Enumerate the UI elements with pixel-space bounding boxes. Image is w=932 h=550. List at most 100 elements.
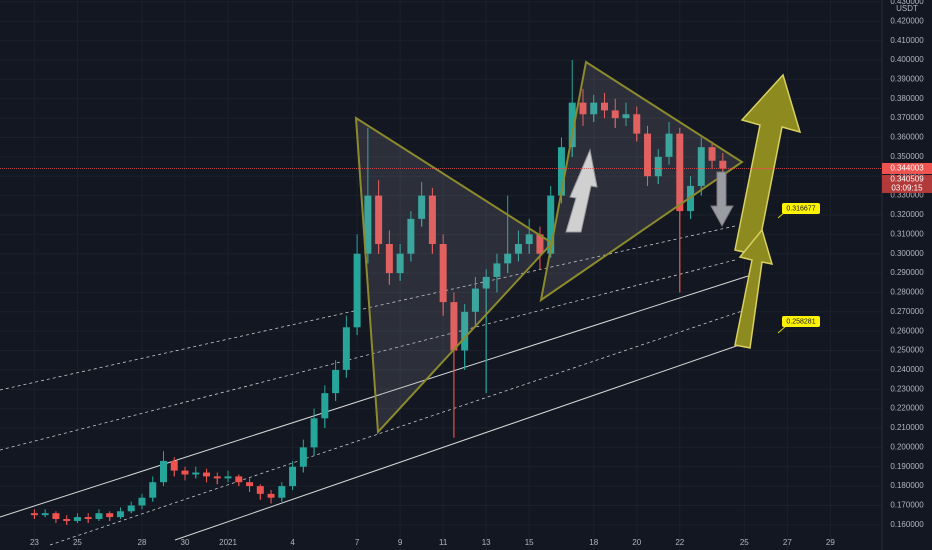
y-tick-label: 0.360000 bbox=[890, 133, 924, 142]
price-tag-label: 03:09:15 bbox=[891, 184, 923, 193]
candle-body bbox=[299, 447, 307, 467]
y-tick-label: 0.240000 bbox=[890, 365, 924, 374]
note-label: 0.258281 bbox=[786, 318, 815, 325]
arrow-down bbox=[710, 171, 734, 228]
x-tick-label: 18 bbox=[589, 538, 598, 547]
candle-body bbox=[471, 288, 479, 312]
candle-body bbox=[514, 244, 522, 254]
candle-body bbox=[235, 476, 243, 483]
candles bbox=[30, 60, 727, 525]
candle-body bbox=[504, 253, 512, 264]
y-tick-label: 0.270000 bbox=[890, 307, 924, 316]
x-tick-label: 30 bbox=[181, 538, 190, 547]
x-tick-label: 7 bbox=[355, 538, 360, 547]
y-tick-label: 0.380000 bbox=[890, 94, 924, 103]
x-tick-label: 25 bbox=[73, 538, 82, 547]
y-tick-label: 0.200000 bbox=[890, 442, 924, 451]
candle-body bbox=[181, 470, 189, 475]
candle-body bbox=[676, 133, 684, 212]
candle-body bbox=[536, 234, 544, 254]
candle-body bbox=[127, 505, 135, 512]
candle-body bbox=[439, 244, 447, 303]
candle-body bbox=[525, 234, 533, 245]
x-tick-label: 25 bbox=[740, 538, 749, 547]
candle-body bbox=[30, 513, 38, 516]
triangle bbox=[354, 116, 554, 435]
candle-body bbox=[84, 517, 92, 520]
price-tag bbox=[882, 174, 932, 184]
x-tick-label: 28 bbox=[138, 538, 147, 547]
candle-body bbox=[633, 114, 641, 134]
y-tick-label: 0.160000 bbox=[890, 520, 924, 529]
note-box bbox=[782, 316, 820, 327]
y-tick-label: 0.230000 bbox=[890, 384, 924, 393]
x-tick-label: 15 bbox=[525, 538, 534, 547]
drawings bbox=[0, 225, 749, 546]
candle-body bbox=[450, 302, 458, 351]
candle-body bbox=[644, 133, 652, 177]
candle-body bbox=[364, 195, 372, 254]
y-tick-label: 0.190000 bbox=[890, 462, 924, 471]
channel-line bbox=[174, 342, 746, 541]
candle-body bbox=[224, 476, 232, 479]
candle-body bbox=[654, 156, 662, 177]
note-pointer bbox=[777, 325, 787, 334]
candle-body bbox=[52, 513, 60, 520]
y-tick-label: 0.420000 bbox=[890, 16, 924, 25]
candle-body bbox=[428, 195, 436, 245]
candle-body bbox=[590, 102, 598, 115]
candle-body bbox=[342, 327, 350, 370]
price-axis: USDT 0.160000 0.170000 0.180000 0.190000 0.2… bbox=[882, 0, 932, 529]
y-tick-label: 0.370000 bbox=[890, 113, 924, 122]
y-tick-label: 0.210000 bbox=[890, 423, 924, 432]
candle-body bbox=[611, 110, 619, 119]
x-tick-label: 11 bbox=[439, 538, 448, 547]
price-tag bbox=[882, 162, 932, 174]
note-label: 0.316677 bbox=[786, 205, 815, 212]
candle-body bbox=[353, 253, 361, 328]
price-tag-label: 0.340509 bbox=[890, 175, 924, 184]
channel-line bbox=[49, 309, 746, 546]
x-tick-label: 20 bbox=[632, 538, 641, 547]
currency-label: USDT bbox=[896, 4, 918, 13]
candle-body bbox=[321, 393, 329, 419]
candle-body bbox=[579, 102, 587, 115]
candle-body bbox=[63, 519, 71, 521]
candle-body bbox=[719, 160, 727, 169]
candle-body bbox=[407, 218, 415, 254]
candle-body bbox=[547, 195, 555, 254]
candle-body bbox=[461, 311, 469, 351]
x-tick-label: 22 bbox=[675, 538, 684, 547]
candle-body bbox=[106, 513, 114, 518]
candle-body bbox=[332, 369, 340, 394]
candle-body bbox=[697, 147, 705, 186]
candle-body bbox=[159, 460, 167, 483]
candle-body bbox=[375, 195, 383, 245]
x-tick-label: 4 bbox=[290, 538, 295, 547]
candle-body bbox=[385, 244, 393, 274]
price-tag-label: 0.344003 bbox=[890, 164, 924, 173]
candle-body bbox=[482, 276, 490, 289]
x-tick-label: 2021 bbox=[219, 538, 237, 547]
candle-body bbox=[95, 513, 103, 520]
candle-body bbox=[600, 102, 608, 111]
y-tick-label: 0.170000 bbox=[890, 501, 924, 510]
candle-body bbox=[310, 418, 318, 448]
candle-body bbox=[192, 472, 200, 475]
candle-body bbox=[278, 486, 286, 498]
y-tick-label: 0.280000 bbox=[890, 288, 924, 297]
x-tick-label: 27 bbox=[783, 538, 792, 547]
y-tick-label: 0.410000 bbox=[890, 36, 924, 45]
x-tick-label: 29 bbox=[826, 538, 835, 547]
y-tick-label: 0.330000 bbox=[890, 191, 924, 200]
candle-body bbox=[418, 195, 426, 219]
candle-body bbox=[256, 486, 264, 494]
y-tick-label: 0.300000 bbox=[890, 249, 924, 258]
candle-body bbox=[557, 147, 565, 196]
triangle bbox=[539, 60, 744, 303]
x-tick-label: 23 bbox=[30, 538, 39, 547]
candle-body bbox=[708, 147, 716, 161]
note-box bbox=[782, 203, 820, 214]
candle-body bbox=[149, 482, 157, 498]
